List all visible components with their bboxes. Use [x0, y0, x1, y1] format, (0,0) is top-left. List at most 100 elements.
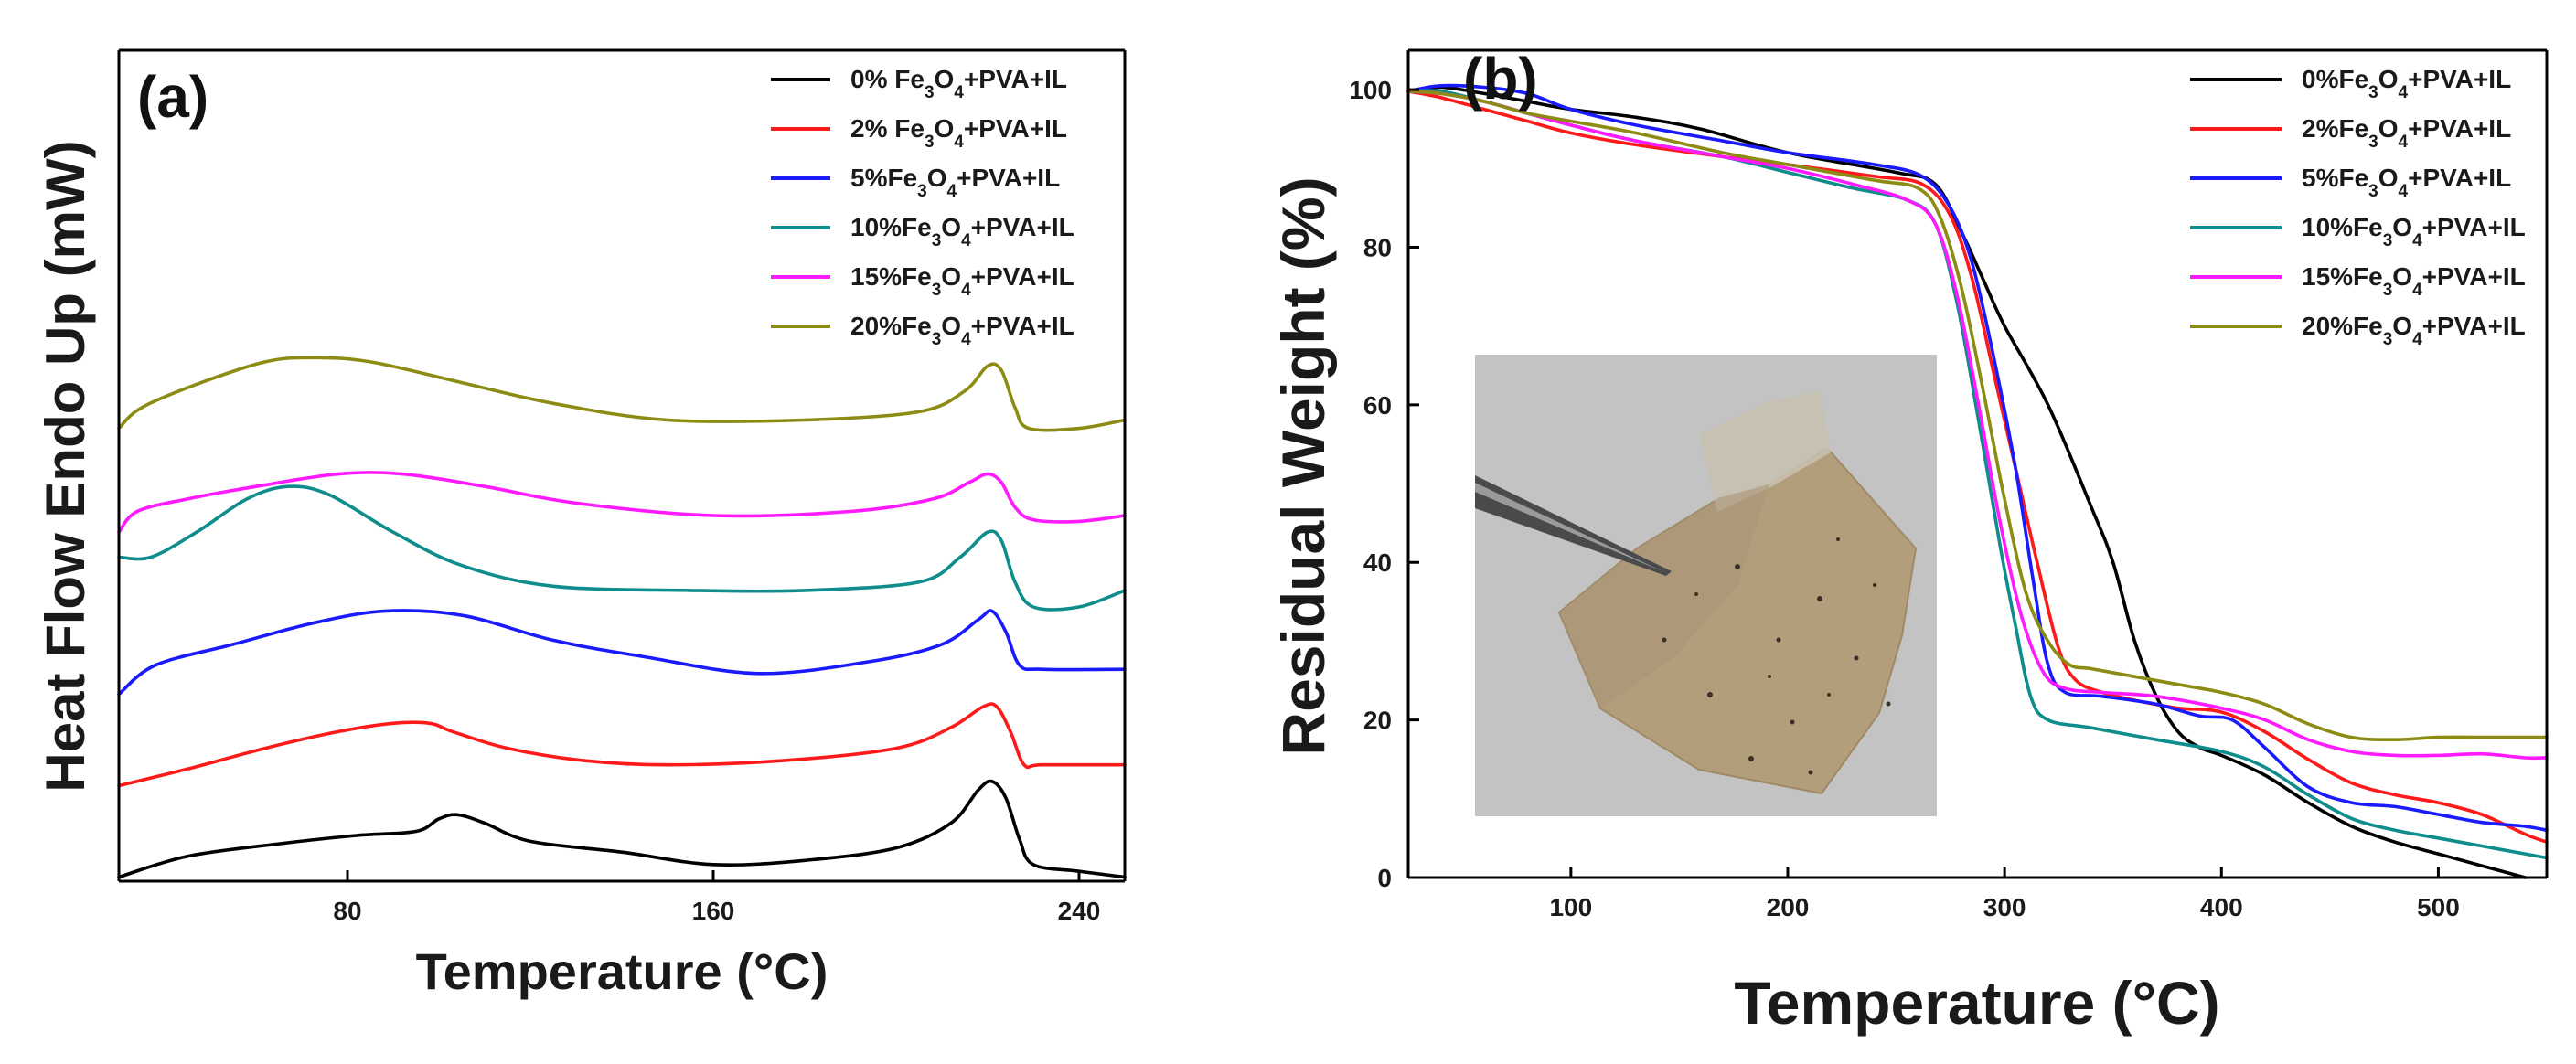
inset-photo [1475, 355, 1937, 816]
panel-a-series-0 [117, 779, 1127, 879]
panel-b-x-tick-label-2: 300 [1983, 893, 2026, 921]
panel-b-legend-mid-3: O [2392, 213, 2412, 241]
panel-a-legend-sub2-4: 4 [961, 281, 971, 300]
panel-b-y-tick-label-1: 20 [1363, 707, 1392, 735]
panel-a-x-ticks: 80 160 240 [333, 870, 1100, 925]
panel-a-legend-mid-1: O [935, 114, 955, 143]
panel-a-legend-post-0: +PVA+IL [964, 65, 1067, 93]
panel-b-y-axis-title: Residual Weight (%) [1269, 176, 1337, 755]
panel-a-legend-pre-1: 2% Fe [850, 114, 925, 143]
panel-a-legend-label-0: 0% Fe3O4+PVA+IL [850, 65, 1067, 102]
panel-a-legend-sub2-3: 4 [961, 231, 971, 250]
panel-b-legend-mid-1: O [2378, 114, 2399, 143]
panel-b-legend-label-3: 10%Fe3O4+PVA+IL [2302, 213, 2526, 250]
panel-b-series-4 [1406, 90, 2549, 761]
panel-b-legend-sub2-1: 4 [2399, 133, 2409, 152]
panel-b-y-tick-label-3: 60 [1363, 391, 1392, 420]
panel-b-legend-pre-5: 20%Fe [2302, 312, 2383, 340]
panel-a-legend-mid-5: O [941, 312, 961, 340]
panel-b-legend-sub1-0: 3 [2368, 83, 2378, 102]
panel-a-series-2 [117, 609, 1127, 697]
panel-a-series-5 [117, 356, 1127, 432]
panel-b-legend-label-5: 20%Fe3O4+PVA+IL [2302, 312, 2526, 349]
panel-b-legend-sub1-5: 3 [2383, 330, 2393, 349]
panel-a-legend-post-2: +PVA+IL [957, 164, 1060, 192]
tweezers-highlight [1475, 483, 1664, 572]
panel-a-legend-sub1-4: 3 [932, 281, 942, 300]
panel-b-legend-sub2-0: 4 [2399, 83, 2409, 102]
panel-a-legend-mid-4: O [941, 262, 961, 291]
panel-a-legend-mid-0: O [935, 65, 955, 93]
panel-b-legend-post-0: +PVA+IL [2408, 65, 2511, 93]
panel-a-x-tick-label-1: 160 [692, 897, 735, 925]
panel-a-legend-mid-2: O [927, 164, 947, 192]
panel-a-x-tick-label-0: 80 [333, 897, 361, 925]
panel-b-legend-sub2-3: 4 [2412, 231, 2422, 250]
panel-b-legend-pre-2: 5%Fe [2302, 164, 2368, 192]
panel-a-legend-sub2-5: 4 [961, 330, 971, 349]
panel-b-y-tick-label-2: 40 [1363, 548, 1392, 577]
panel-b: 100 200 300 400 500 0 20 40 60 80 100 (b) Temperat… [1269, 46, 2549, 1037]
panel-a-legend-pre-3: 10%Fe [850, 213, 932, 241]
panel-b-legend-label-1: 2%Fe3O4+PVA+IL [2302, 114, 2511, 152]
film-fold-shade [1559, 484, 1769, 708]
panel-b-legend-mid-4: O [2392, 262, 2412, 291]
panel-a-series-1 [117, 702, 1127, 788]
panel-b-legend-sub1-2: 3 [2368, 182, 2378, 201]
panel-a-legend-label-5: 20%Fe3O4+PVA+IL [850, 312, 1074, 349]
panel-a-series-4 [117, 471, 1127, 534]
panel-b-x-tick-label-1: 200 [1767, 893, 1810, 921]
panel-a-legend-pre-2: 5%Fe [850, 164, 917, 192]
panel-a-legend-sub1-5: 3 [932, 330, 942, 349]
panel-b-legend-label-2: 5%Fe3O4+PVA+IL [2302, 164, 2511, 201]
panel-a-legend-label-3: 10%Fe3O4+PVA+IL [850, 213, 1074, 250]
panel-b-legend-sub1-4: 3 [2383, 281, 2393, 300]
panel-b-legend-post-4: +PVA+IL [2422, 262, 2526, 291]
panel-a-legend-label-4: 15%Fe3O4+PVA+IL [850, 262, 1074, 300]
panel-b-x-axis-title: Temperature (°C) [1734, 969, 2219, 1037]
panel-b-y-tick-label-0: 0 [1377, 864, 1392, 892]
panel-a-series-3 [117, 484, 1127, 612]
panel-b-legend-post-5: +PVA+IL [2422, 312, 2526, 340]
panel-b-y-tick-label-5: 100 [1349, 76, 1392, 104]
panel-b-label: (b) [1463, 46, 1538, 112]
panel-a-legend-post-4: +PVA+IL [971, 262, 1074, 291]
panel-a-legend-post-5: +PVA+IL [971, 312, 1074, 340]
panel-a-legend: 0% Fe3O4+PVA+IL2% Fe3O4+PVA+IL5%Fe3O4+PV… [771, 65, 1074, 349]
panel-b-legend-pre-4: 15%Fe [2302, 262, 2383, 291]
panel-a-legend-pre-4: 15%Fe [850, 262, 932, 291]
panel-b-series-5 [1406, 90, 2549, 742]
panel-b-legend-mid-5: O [2392, 312, 2412, 340]
panel-b-legend: 0%Fe3O4+PVA+IL2%Fe3O4+PVA+IL5%Fe3O4+PVA+… [2190, 65, 2526, 349]
panel-b-ticks: 100 200 300 400 500 0 20 40 60 80 100 [1349, 76, 2460, 921]
panel-b-legend-mid-2: O [2378, 164, 2399, 192]
panel-b-legend-mid-0: O [2378, 65, 2399, 93]
panel-a-legend-sub1-2: 3 [917, 182, 927, 201]
panel-a-legend-sub1-3: 3 [932, 231, 942, 250]
panel-a-legend-sub2-1: 4 [954, 133, 964, 152]
panel-b-x-tick-label-4: 500 [2417, 893, 2460, 921]
panel-b-series-1 [1406, 90, 2549, 844]
panel-a-legend-sub1-1: 3 [925, 133, 935, 152]
panel-a-legend-post-3: +PVA+IL [971, 213, 1074, 241]
panel-a-legend-pre-5: 20%Fe [850, 312, 932, 340]
panel-b-legend-sub1-1: 3 [2368, 133, 2378, 152]
panel-a-legend-label-2: 5%Fe3O4+PVA+IL [850, 164, 1060, 201]
panel-a-legend-mid-3: O [941, 213, 961, 241]
panel-a-legend-pre-0: 0% Fe [850, 65, 925, 93]
panel-a-legend-sub2-0: 4 [954, 83, 964, 102]
panel-a-x-tick-label-2: 240 [1058, 897, 1101, 925]
panel-b-series-2 [1406, 83, 2549, 833]
film-translucent-edge [1699, 391, 1831, 512]
panel-a-legend-sub2-2: 4 [947, 182, 957, 201]
panel-a-y-axis-title: Heat Flow Endo Up (mW) [35, 140, 96, 792]
panel-b-legend-sub1-3: 3 [2383, 231, 2393, 250]
panel-b-legend-post-2: +PVA+IL [2408, 164, 2511, 192]
panel-b-y-tick-label-4: 80 [1363, 233, 1392, 261]
panel-b-legend-pre-0: 0%Fe [2302, 65, 2368, 93]
panel-a-legend-sub1-0: 3 [925, 83, 935, 102]
panel-b-series-0 [1406, 85, 2528, 879]
panel-b-legend-sub2-5: 4 [2412, 330, 2422, 349]
panel-b-legend-pre-3: 10%Fe [2302, 213, 2383, 241]
panel-a-series-group [117, 356, 1127, 879]
